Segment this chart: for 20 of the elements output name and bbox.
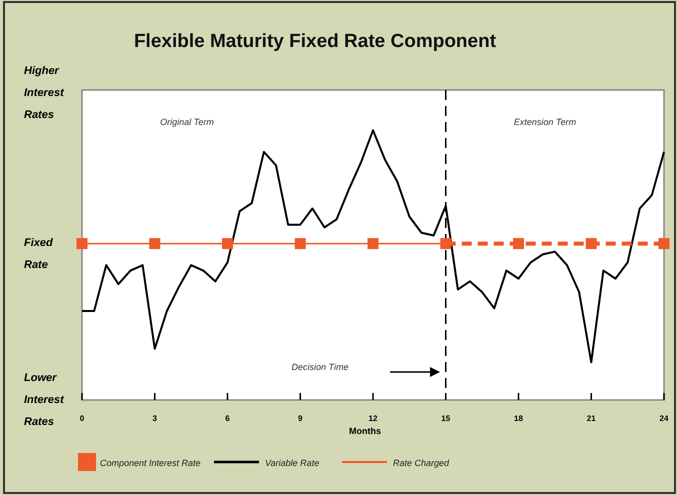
text: Original Term (160, 117, 214, 127)
x-tick-label: 12 (368, 414, 378, 423)
text: Fixed Rate (24, 237, 54, 271)
x-tick-label: 3 (152, 414, 158, 423)
text: Higher Interest Rates (24, 65, 66, 121)
x-axis-title: Months (349, 426, 381, 436)
x-tick-label: 24 (660, 414, 669, 423)
legend-label: Variable Rate (265, 458, 320, 468)
x-tick-label: 6 (225, 414, 230, 423)
annotation: Decision Time (292, 362, 348, 372)
x-tick-label: 21 (586, 414, 596, 423)
text: Extension Term (514, 117, 577, 127)
x-tick-label: 15 (441, 414, 451, 423)
legend-label: Rate Charged (393, 458, 450, 468)
x-tick-label: 9 (298, 414, 304, 423)
x-tick-label: 18 (514, 414, 524, 423)
chart-title: Flexible Maturity Fixed Rate Component (134, 31, 497, 52)
text: Lower Interest Rates (24, 372, 66, 428)
x-tick-label: 0 (80, 414, 85, 423)
legend-label: Component Interest Rate (100, 458, 201, 468)
